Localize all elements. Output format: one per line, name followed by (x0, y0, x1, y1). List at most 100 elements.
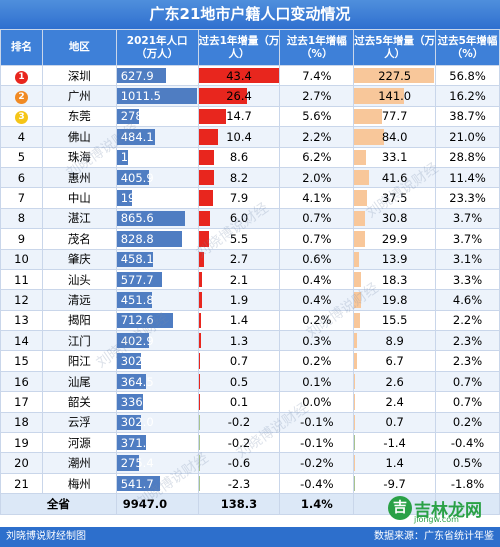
region-cell: 揭阳 (41, 309, 117, 332)
pop2021-value: 828.8 (120, 231, 154, 246)
rate1-cell: 0.1% (279, 370, 355, 393)
pop2021-bar (117, 414, 141, 431)
rate5-cell: 21.0% (435, 126, 500, 148)
inc5-value: 15.5 (381, 313, 408, 328)
pop2021-bar (117, 251, 153, 267)
inc1-bar (199, 210, 210, 227)
pop2021-cell: 627.9 (115, 64, 199, 87)
inc1-value: 43.4 (226, 68, 252, 83)
rate5-cell: 0.7% (435, 370, 500, 393)
rate1-cell: -0.1% (279, 432, 355, 454)
pop2021-value: 364.5 (120, 374, 154, 389)
pop2021-bar (117, 455, 139, 471)
region-cell: 韶关 (41, 391, 117, 413)
inc1-cell: 0.1 (197, 391, 281, 413)
bronze-medal-icon: 3 (14, 111, 28, 125)
inc1-cell: -0.2 (197, 432, 281, 454)
rate1-cell: 0.0% (279, 391, 355, 413)
inc1-cell: 26.4 (197, 85, 281, 107)
inc5-bar (354, 68, 435, 84)
rank-cell: 3 (0, 105, 43, 128)
table-row: 20 潮州 275.4 -0.6 -0.2% 1.4 0.5% (0, 452, 500, 474)
footer-credit: 刘晓博说财经制图 (6, 531, 86, 542)
inc5-value: 33.1 (381, 150, 408, 165)
region-cell: 河源 (41, 432, 117, 454)
header-region: 地区 (41, 29, 117, 66)
inc5-bar (354, 475, 356, 492)
rank-cell: 10 (0, 248, 43, 270)
inc5-value: 6.7 (385, 354, 404, 369)
rate1-cell: 0.2% (279, 350, 355, 372)
inc5-cell: 18.3 (353, 268, 437, 291)
inc5-value: 30.8 (381, 211, 408, 226)
inc5-value: 18.3 (381, 272, 408, 287)
pop2021-cell: 147.8 (115, 146, 199, 168)
inc5-value: 2.6 (385, 374, 404, 389)
inc5-value: 19.8 (381, 292, 408, 307)
pop2021-value: 458.1 (120, 252, 154, 267)
inc5-cell: 19.8 (353, 289, 437, 311)
inc5-bar (354, 108, 382, 125)
header-rate1: 过去1年增幅（%） (279, 29, 355, 66)
header-inc5: 过去5年增量（万人） (353, 29, 437, 66)
inc5-cell: 37.5 (353, 187, 437, 209)
pop2021-value: 371.9 (120, 435, 154, 450)
pop2021-value: 577.7 (120, 272, 154, 287)
inc5-bar (354, 149, 366, 165)
rate5-cell: -0.4% (435, 432, 500, 454)
rank-cell: 14 (0, 330, 43, 352)
pop2021-cell: 364.5 (115, 370, 199, 393)
pop2021-value: 541.7 (120, 476, 154, 491)
inc5-cell: 1.4 (353, 452, 437, 474)
pop2021-bar (117, 475, 160, 492)
inc5-cell: 33.1 (353, 146, 437, 168)
rate5-cell: 16.2% (435, 85, 500, 107)
gold-medal-icon: 1 (14, 70, 28, 84)
inc5-bar (354, 190, 368, 206)
pop2021-bar (117, 271, 163, 288)
table-row: 8 湛江 865.6 6.0 0.7% 30.8 3.7% (0, 207, 500, 230)
rate1-cell: 5.6% (279, 105, 355, 128)
region-cell: 江门 (41, 330, 117, 352)
region-cell: 湛江 (41, 207, 117, 230)
inc1-value: 8.2 (229, 170, 249, 185)
pop2021-value: 484.1 (120, 129, 154, 144)
rate5-cell: 38.7% (435, 105, 500, 128)
inc1-cell: 10.4 (197, 126, 281, 148)
inc1-cell: 6.0 (197, 207, 281, 230)
inc5-value: 13.9 (381, 252, 408, 267)
rate5-cell: 0.7% (435, 391, 500, 413)
inc1-bar (199, 129, 218, 145)
inc5-cell: 6.7 (353, 350, 437, 372)
inc5-cell: 227.5 (353, 64, 437, 87)
region-cell: 珠海 (41, 146, 117, 168)
inc1-cell: 1.3 (197, 330, 281, 352)
rank-cell: 20 (0, 452, 43, 474)
pop2021-cell: 865.6 (115, 207, 199, 230)
region-cell: 茂名 (41, 228, 117, 250)
rate5-cell: 56.8% (435, 64, 500, 87)
table-row: 16 汕尾 364.5 0.5 0.1% 2.6 0.7% (0, 370, 500, 393)
inc1-bar (199, 169, 214, 186)
pop2021-bar (117, 68, 167, 84)
inc5-bar (354, 271, 361, 288)
inc5-cell: 2.4 (353, 391, 437, 413)
inc5-cell: 13.9 (353, 248, 437, 270)
rate1-cell: -0.1% (279, 411, 355, 434)
pop2021-cell: 198.8 (115, 187, 199, 209)
pop2021-value: 865.6 (120, 211, 154, 226)
inc5-bar (354, 169, 369, 186)
rate1-cell: -0.4% (279, 472, 355, 495)
table-row: 2 广州 1011.5 26.4 2.7% 141.0 16.2% (0, 85, 500, 107)
inc1-value: -2.3 (227, 476, 251, 491)
table-row: 6 惠州 405.9 8.2 2.0% 41.6 11.4% (0, 166, 500, 189)
inc5-cell: 15.5 (353, 309, 437, 332)
rate1-cell: 2.2% (279, 126, 355, 148)
pop2021-cell: 302.0 (115, 411, 199, 434)
rank-cell: 1 (0, 64, 43, 87)
pop2021-bar (117, 373, 146, 390)
inc1-value: 0.5 (229, 374, 249, 389)
total-row: 全省 9947.0 138.3 1.4% (0, 493, 500, 515)
region-cell: 佛山 (41, 126, 117, 148)
pop2021-bar (117, 394, 144, 410)
